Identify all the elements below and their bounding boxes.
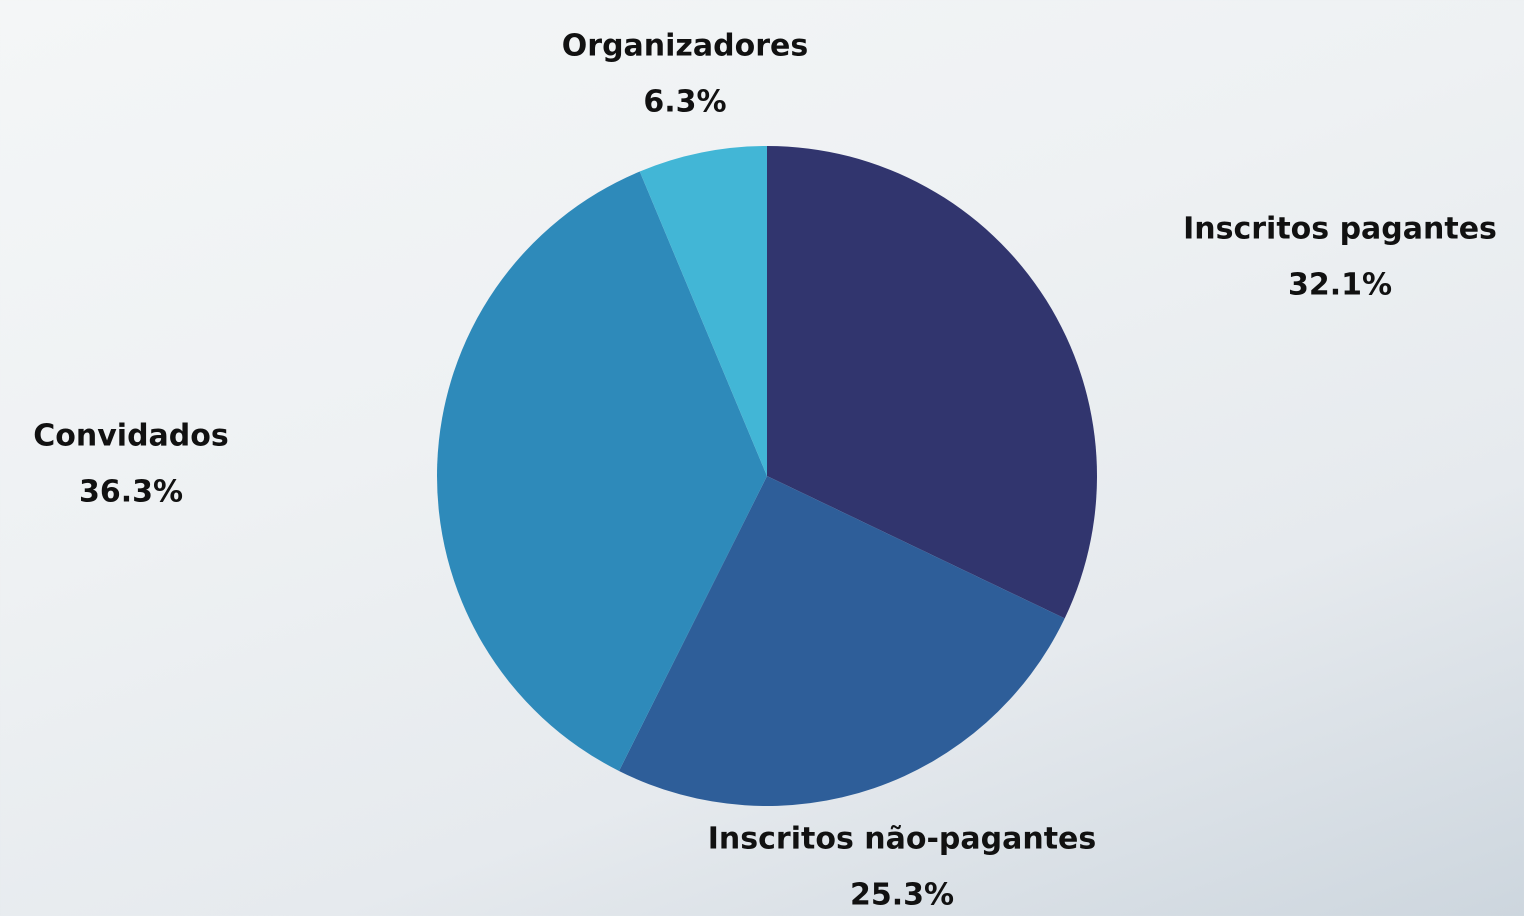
pie-slice <box>437 171 767 771</box>
slice-label: Inscritos pagantes <box>1183 212 1497 247</box>
pie-slice <box>619 476 1065 806</box>
slice-label: Organizadores <box>562 29 808 64</box>
slice-value: 6.3% <box>643 85 726 120</box>
pie-slice <box>639 146 767 476</box>
pie-slice <box>767 146 1097 619</box>
slice-value: 25.3% <box>850 878 954 913</box>
slice-value: 32.1% <box>1288 268 1392 303</box>
slice-label: Inscritos não-pagantes <box>708 822 1097 857</box>
slice-label: Convidados <box>33 419 228 454</box>
slice-value: 36.3% <box>79 475 183 510</box>
